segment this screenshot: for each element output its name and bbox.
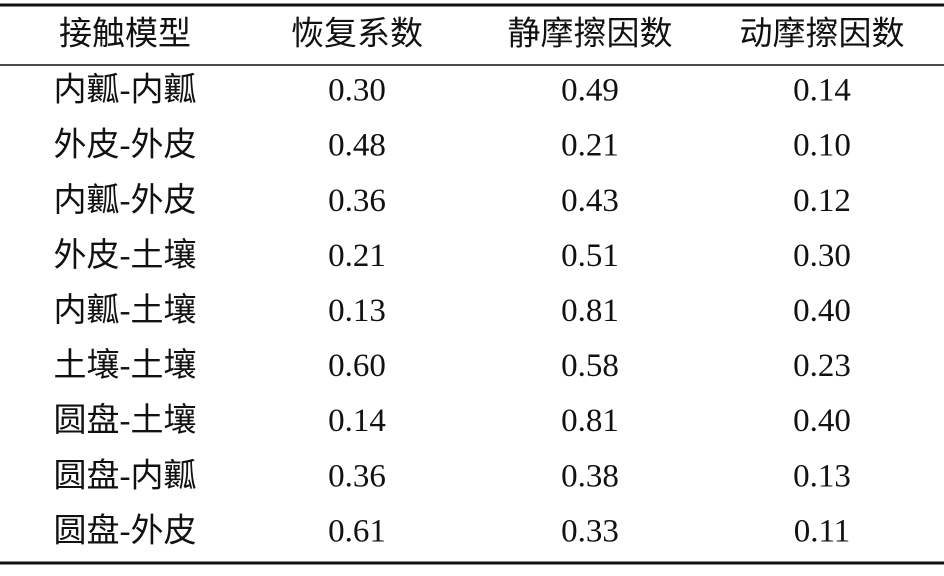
cell: 0.21 <box>561 128 619 164</box>
cell: 0.10 <box>793 128 851 164</box>
cell: 0.81 <box>561 403 619 439</box>
cell: 0.49 <box>561 73 619 109</box>
cell: 0.51 <box>561 238 619 274</box>
header-cell: 恢复系数 <box>291 16 423 53</box>
cell: 0.12 <box>793 183 851 219</box>
header-cell: 接触模型 <box>59 16 191 53</box>
cell: 0.36 <box>328 183 386 219</box>
row-label: 外皮-外皮 <box>54 127 197 164</box>
header-cell: 静摩擦因数 <box>508 16 673 53</box>
cell: 0.14 <box>328 403 386 439</box>
cell: 0.14 <box>793 73 851 109</box>
cell: 0.40 <box>793 403 851 439</box>
cell: 0.48 <box>328 128 386 164</box>
row-label: 内瓤-土壤 <box>54 292 197 329</box>
cell: 0.43 <box>561 183 619 219</box>
cell: 0.11 <box>794 513 851 549</box>
cell: 0.13 <box>328 293 386 329</box>
cell: 0.38 <box>561 458 619 494</box>
cell: 0.21 <box>328 238 386 274</box>
cell: 0.60 <box>328 348 386 384</box>
row-label: 内瓤-内瓤 <box>54 72 197 109</box>
cell: 0.61 <box>328 513 386 549</box>
cell: 0.40 <box>793 293 851 329</box>
header-cell: 动摩擦因数 <box>740 16 905 53</box>
cell: 0.36 <box>328 458 386 494</box>
row-label: 圆盘-土壤 <box>54 402 197 439</box>
row-label: 外皮-土壤 <box>54 237 197 274</box>
row-label: 土壤-土壤 <box>54 347 197 384</box>
cell: 0.33 <box>561 513 619 549</box>
row-label: 内瓤-外皮 <box>54 182 197 219</box>
cell: 0.30 <box>793 238 851 274</box>
cell: 0.58 <box>561 348 619 384</box>
cell: 0.30 <box>328 73 386 109</box>
cell: 0.23 <box>793 348 851 384</box>
row-label: 圆盘-内瓤 <box>54 457 197 494</box>
cell: 0.81 <box>561 293 619 329</box>
row-label: 圆盘-外皮 <box>54 512 197 549</box>
cell: 0.13 <box>793 458 851 494</box>
